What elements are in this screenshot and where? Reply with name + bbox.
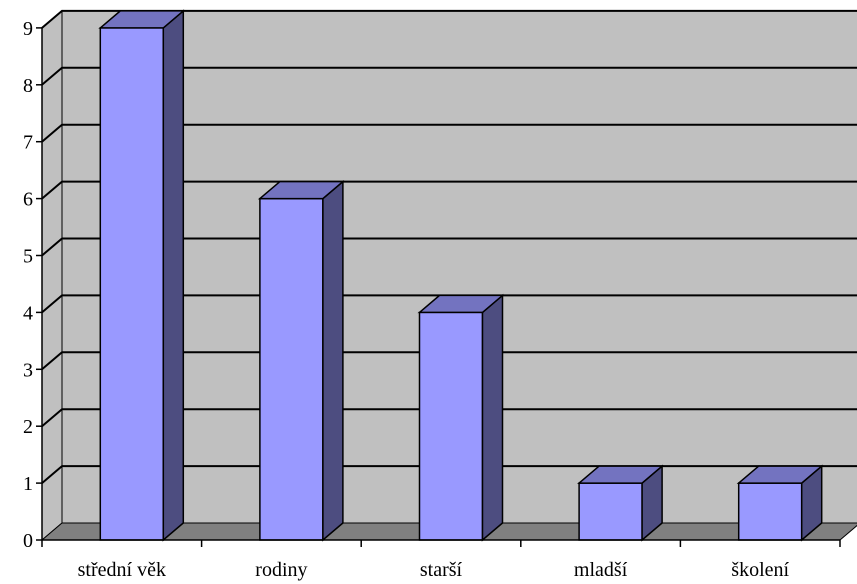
- gridline: [41, 9, 857, 29]
- gridline: [41, 237, 857, 257]
- y-tick-label: 3: [23, 359, 33, 381]
- gridline: [41, 123, 857, 143]
- x-category-label: mladší: [574, 559, 628, 581]
- bar: [577, 464, 665, 542]
- bar-top-face: [577, 465, 665, 484]
- bar: [257, 179, 345, 542]
- bar-top-face: [417, 294, 505, 314]
- bar-top-face: [736, 465, 824, 484]
- bar: [736, 464, 824, 542]
- side-wall: [41, 9, 63, 542]
- bar-top-face: [257, 180, 345, 200]
- x-axis-category-labels: střední věk rodiny starší mladší školení: [78, 559, 790, 581]
- bars-group: [98, 9, 824, 542]
- gridline: [41, 294, 857, 314]
- y-tick-label: 1: [23, 473, 33, 495]
- bar: [417, 293, 505, 542]
- y-tick-label: 0: [23, 530, 33, 552]
- gridlines: [41, 9, 857, 484]
- bar-front-face: [578, 482, 643, 541]
- y-tick-label: 4: [23, 302, 33, 324]
- bar-front-face: [737, 482, 803, 541]
- bar-front-face: [259, 197, 324, 541]
- y-tick-label: 5: [23, 246, 33, 268]
- bar-front-face: [418, 311, 484, 541]
- gridline: [41, 465, 857, 484]
- y-tick-label: 9: [23, 18, 33, 40]
- gridline: [41, 351, 857, 371]
- y-tick-label: 7: [23, 132, 33, 154]
- y-tick-label: 2: [23, 416, 33, 438]
- x-category-label: rodiny: [255, 559, 307, 581]
- bar-top-face: [98, 10, 186, 29]
- bar-side-face: [481, 293, 504, 542]
- y-tick-label: 8: [23, 75, 33, 97]
- bar: [98, 9, 186, 542]
- bar-side-face: [162, 9, 185, 542]
- y-axis-tick-labels: 0 1 2 3 4 5 6 7 8 9: [23, 18, 33, 552]
- gridline: [41, 66, 857, 86]
- bar-side-face: [322, 179, 344, 542]
- y-tick-label: 6: [23, 189, 33, 211]
- gridline: [41, 180, 857, 200]
- x-category-label: starší: [420, 559, 463, 581]
- bar-front-face: [99, 27, 165, 541]
- x-category-label: střední věk: [78, 559, 166, 581]
- gridline: [41, 408, 857, 427]
- x-category-label: školení: [731, 559, 789, 581]
- axes: [36, 27, 841, 547]
